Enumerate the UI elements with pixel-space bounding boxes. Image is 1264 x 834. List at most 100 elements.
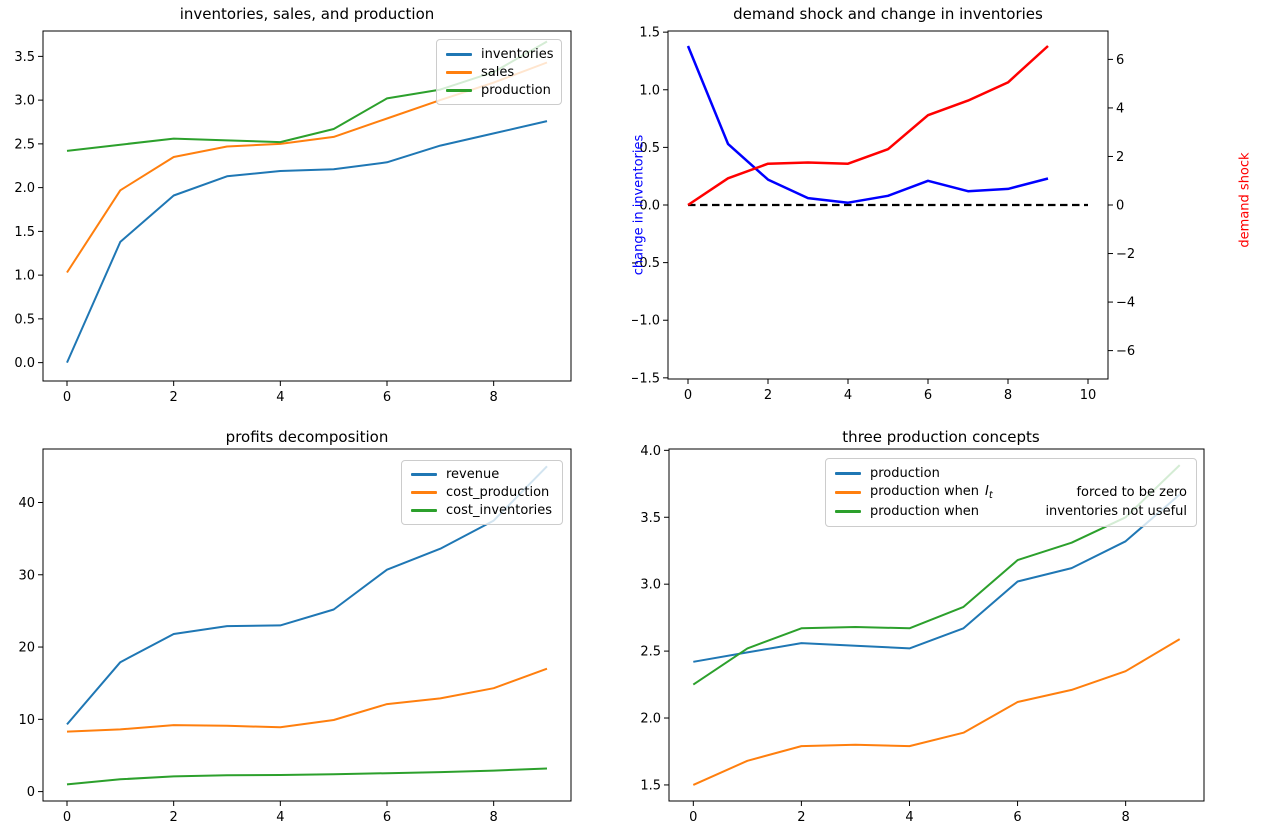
y-tick-label: 0.0 <box>14 356 35 371</box>
plot-canvas-three-production-concepts: 0 2 4 6 8 1.5 2.0 2.5 3.0 3.5 4.0 <box>640 444 1205 825</box>
series-line-production-when-inventories-not-useful <box>692 464 1181 686</box>
legend-label: production when It <box>870 484 993 501</box>
y-tick-label: 40 <box>18 496 35 511</box>
y-axis-label-right: demand shock <box>1237 152 1253 248</box>
y-tick-label: 0.5 <box>14 312 35 327</box>
legend-item: revenue <box>411 466 553 484</box>
x-tick-label: 8 <box>1122 810 1130 825</box>
y-tick-label: 1.5 <box>639 26 660 41</box>
y-tick-label: 1.5 <box>640 778 661 793</box>
subplot-demand-shock-and-change-in-inventories: demand shock and change in inventories 0… <box>632 0 1264 417</box>
x-tick-label: 6 <box>383 810 391 825</box>
legend: inventories sales production <box>436 39 562 105</box>
plot-area-border <box>42 448 572 802</box>
series-line-cost-production <box>66 667 548 733</box>
series-line-inventories <box>66 120 548 364</box>
plot-area-border <box>42 30 572 382</box>
legend-label: revenue <box>446 467 500 483</box>
math-symbol-I: I <box>985 484 989 499</box>
y-tick-label: 0.5 <box>639 141 660 156</box>
chart-title: inventories, sales, and production <box>179 5 435 23</box>
legend-label: inventories <box>481 46 554 62</box>
legend-label: cost_production <box>446 485 550 500</box>
legend-item: production when It forced to be zero <box>835 483 1187 502</box>
y-tick-label: 20 <box>18 641 35 656</box>
right-y-tick-label: 0 <box>1116 199 1124 214</box>
legend-line-swatch <box>446 88 472 92</box>
y-tick-label: 30 <box>18 568 35 583</box>
legend-item: inventories <box>446 45 554 63</box>
series-line-demand-shock <box>687 45 1049 207</box>
legend-label: inventories not useful <box>1045 504 1187 519</box>
y-tick-label: 2.5 <box>640 645 661 660</box>
legend-item: production <box>446 81 552 99</box>
legend-line-swatch <box>411 473 437 477</box>
plot-canvas-demand-shock: 0 2 4 6 8 10 −1.5 −1.0 −0.5 0.0 0.5 1.0 1.5 −6 −4 −2 0 2 4… <box>632 26 1135 403</box>
series-line-production-when-it-forced-to-be-zero <box>692 638 1181 786</box>
y-axis-label-left: change in inventories <box>631 134 647 276</box>
chart-title: demand shock and change in inventories <box>733 5 1043 23</box>
x-tick-label: 0 <box>63 810 71 825</box>
x-tick-label: 0 <box>63 390 71 405</box>
legend: revenue cost_production cost_inventories <box>401 460 563 525</box>
right-y-tick-label: −2 <box>1116 247 1135 262</box>
y-tick-label: 2.0 <box>14 181 35 196</box>
right-y-tick-label: 6 <box>1116 53 1124 68</box>
right-y-tick-label: 2 <box>1116 150 1124 165</box>
x-tick-label: 10 <box>1080 388 1097 403</box>
right-y-tick-label: −4 <box>1116 296 1135 311</box>
legend-line-swatch <box>411 491 437 494</box>
y-tick-label: 3.0 <box>640 578 661 593</box>
y-tick-label: 3.0 <box>14 94 35 109</box>
right-y-tick-label: −6 <box>1116 344 1135 359</box>
legend-item: sales <box>446 63 552 81</box>
legend-label: production <box>870 466 940 481</box>
x-tick-label: 6 <box>924 388 932 403</box>
legend-label: forced to be zero <box>1076 485 1187 500</box>
x-tick-label: 4 <box>905 810 913 825</box>
legend-label: production <box>481 82 551 98</box>
legend-label: cost_inventories <box>446 502 553 518</box>
legend-item: cost_production <box>411 484 553 502</box>
y-tick-label: 3.5 <box>640 511 661 526</box>
subplot-three-production-concepts: three production concepts 0 2 4 6 8 1.5 2.0 2.5… <box>632 417 1264 834</box>
y-tick-label: 1.0 <box>639 83 660 98</box>
x-tick-label: 8 <box>1004 388 1012 403</box>
y-tick-label: 2.0 <box>640 712 661 727</box>
y-tick-label: 0.0 <box>639 199 660 214</box>
legend: production production when It forced to b… <box>825 458 1197 527</box>
legend-item: cost_inventories <box>411 501 553 519</box>
y-tick-label: 4.0 <box>640 444 661 459</box>
x-tick-label: 2 <box>170 810 178 825</box>
x-tick-label: 8 <box>490 810 498 825</box>
x-tick-label: 2 <box>764 388 772 403</box>
legend-label: sales <box>481 64 515 80</box>
y-tick-label: 1.0 <box>14 269 35 284</box>
series-line-cost-inventories <box>66 767 548 786</box>
y-tick-label: 10 <box>18 713 35 728</box>
plot-area-border <box>668 448 1205 802</box>
y-tick-label: −1.5 <box>632 371 660 386</box>
x-tick-label: 2 <box>797 810 805 825</box>
series-line-revenue <box>66 465 548 726</box>
y-tick-label: 1.5 <box>14 225 35 240</box>
y-tick-label: 3.5 <box>14 50 35 65</box>
subplot-profits-decomposition: profits decomposition 0 2 4 6 8 0 10 20 30 40 rev… <box>0 417 632 834</box>
x-tick-label: 0 <box>689 810 697 825</box>
subplot-inventories-sales-production: inventories, sales, and production 0 2 4 6 8… <box>0 0 632 417</box>
legend-label-text: production when <box>870 484 980 499</box>
y-tick-label: −1.0 <box>632 314 660 329</box>
y-tick-label: 2.5 <box>14 137 35 152</box>
x-tick-label: 4 <box>844 388 852 403</box>
series-line-change-in-inventories <box>686 45 1049 204</box>
series-line-production <box>693 493 1181 663</box>
math-subscript-t: t <box>988 490 993 501</box>
right-y-tick-label: 4 <box>1116 101 1124 116</box>
x-tick-label: 4 <box>276 390 284 405</box>
legend-line-swatch <box>835 491 861 494</box>
legend-line-swatch <box>835 472 861 475</box>
legend-line-swatch <box>446 70 472 74</box>
x-tick-label: 6 <box>1013 810 1021 825</box>
chart-title: profits decomposition <box>225 428 389 446</box>
